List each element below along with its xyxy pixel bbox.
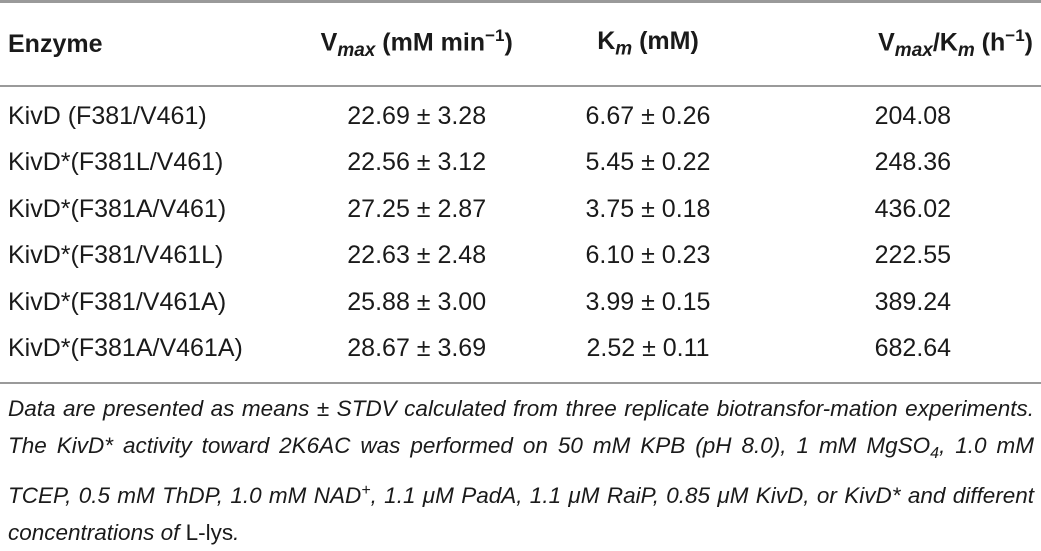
cell-ratio: 389.24 bbox=[874, 287, 952, 316]
table-row: KivD (F381/V461) 22.69 ± 3.28 6.67 ± 0.2… bbox=[0, 86, 1041, 140]
header-km-unit: (mM) bbox=[632, 27, 699, 56]
header-vmax-unit-close: ) bbox=[504, 28, 513, 57]
footnote-mgso4-subscript: 4 bbox=[930, 444, 940, 462]
kinetics-table: Enzyme Vmax (mM min−1) Km (mM) Vmax/Km (… bbox=[0, 0, 1041, 373]
header-vmax-unit-exponent: −1 bbox=[485, 25, 505, 45]
table-row: KivD*(F381/V461A) 25.88 ± 3.00 3.99 ± 0.… bbox=[0, 279, 1041, 326]
header-km-symbol: K bbox=[597, 27, 616, 56]
header-enzyme-label: Enzyme bbox=[8, 29, 103, 58]
cell-km: 2.52 ± 0.11 bbox=[586, 334, 710, 363]
cell-vmax: 27.25 ± 2.87 bbox=[347, 194, 487, 223]
cell-enzyme: KivD*(F381A/V461) bbox=[8, 194, 227, 223]
cell-vmax: 22.69 ± 3.28 bbox=[347, 101, 487, 130]
cell-enzyme: KivD (F381/V461) bbox=[8, 101, 207, 130]
header-ratio: Vmax/Km (h−1) bbox=[754, 0, 1041, 87]
table-row: KivD*(F381L/V461) 22.56 ± 3.12 5.45 ± 0.… bbox=[0, 140, 1041, 187]
header-ratio-v-subscript: max bbox=[894, 40, 933, 62]
header-row: Enzyme Vmax (mM min−1) Km (mM) Vmax/Km (… bbox=[0, 0, 1041, 87]
cell-ratio: 222.55 bbox=[874, 241, 952, 270]
cell-km: 3.75 ± 0.18 bbox=[585, 194, 711, 223]
cell-enzyme: KivD*(F381/V461L) bbox=[8, 241, 224, 270]
footnote-text: , 1.1 μM PadA, 1.1 μM RaiP, 0.85 μM KivD… bbox=[8, 482, 1034, 545]
header-ratio-unit-exponent: −1 bbox=[1005, 25, 1025, 45]
table-row: KivD*(F381/V461L) 22.63 ± 2.48 6.10 ± 0.… bbox=[0, 233, 1041, 280]
header-km-subscript: m bbox=[615, 38, 633, 60]
cell-km: 6.67 ± 0.26 bbox=[585, 101, 711, 130]
header-vmax-unit: (mM min bbox=[375, 28, 486, 57]
header-vmax-subscript: max bbox=[337, 40, 376, 62]
cell-km: 6.10 ± 0.23 bbox=[585, 241, 711, 270]
header-vmax: Vmax (mM min−1) bbox=[292, 0, 542, 87]
cell-vmax: 28.67 ± 3.69 bbox=[347, 334, 487, 363]
header-ratio-k-symbol: /K bbox=[932, 28, 958, 57]
footnote-text: , 1.0 mM TCEP, 0.5 mM ThDP, 1.0 mM NAD bbox=[8, 433, 1034, 508]
cell-km: 5.45 ± 0.22 bbox=[585, 148, 711, 177]
cell-ratio: 436.02 bbox=[874, 194, 952, 223]
table-row: KivD*(F381A/V461A) 28.67 ± 3.69 2.52 ± 0… bbox=[0, 326, 1041, 373]
footnote-text: . bbox=[233, 519, 240, 545]
header-enzyme: Enzyme bbox=[0, 0, 293, 87]
cell-enzyme: KivD*(F381/V461A) bbox=[8, 287, 227, 316]
table-footnote: Data are presented as means ± STDV calcu… bbox=[8, 390, 1034, 551]
table-bottom-rule bbox=[0, 382, 1041, 384]
cell-ratio: 248.36 bbox=[874, 148, 952, 177]
header-vmax-symbol: V bbox=[320, 28, 338, 57]
footnote-nad-superscript: + bbox=[361, 481, 371, 499]
header-ratio-k-subscript: m bbox=[957, 40, 975, 62]
footnote-text: Data are presented as means ± STDV calcu… bbox=[8, 396, 1034, 458]
header-ratio-v-symbol: V bbox=[878, 28, 895, 57]
footnote-lys: L-lys bbox=[185, 519, 234, 545]
cell-ratio: 204.08 bbox=[874, 101, 952, 130]
cell-ratio: 682.64 bbox=[874, 334, 952, 363]
cell-enzyme: KivD*(F381A/V461A) bbox=[8, 334, 243, 363]
cell-km: 3.99 ± 0.15 bbox=[585, 287, 711, 316]
cell-vmax: 25.88 ± 3.00 bbox=[347, 287, 487, 316]
cell-vmax: 22.56 ± 3.12 bbox=[347, 148, 487, 177]
header-ratio-unit-close: ) bbox=[1024, 28, 1033, 57]
cell-enzyme: KivD*(F381L/V461) bbox=[8, 148, 224, 177]
cell-vmax: 22.63 ± 2.48 bbox=[347, 241, 487, 270]
header-ratio-unit: (h bbox=[974, 28, 1006, 57]
table-row: KivD*(F381A/V461) 27.25 ± 2.87 3.75 ± 0.… bbox=[0, 186, 1041, 233]
header-km: Km (mM) bbox=[541, 0, 755, 87]
